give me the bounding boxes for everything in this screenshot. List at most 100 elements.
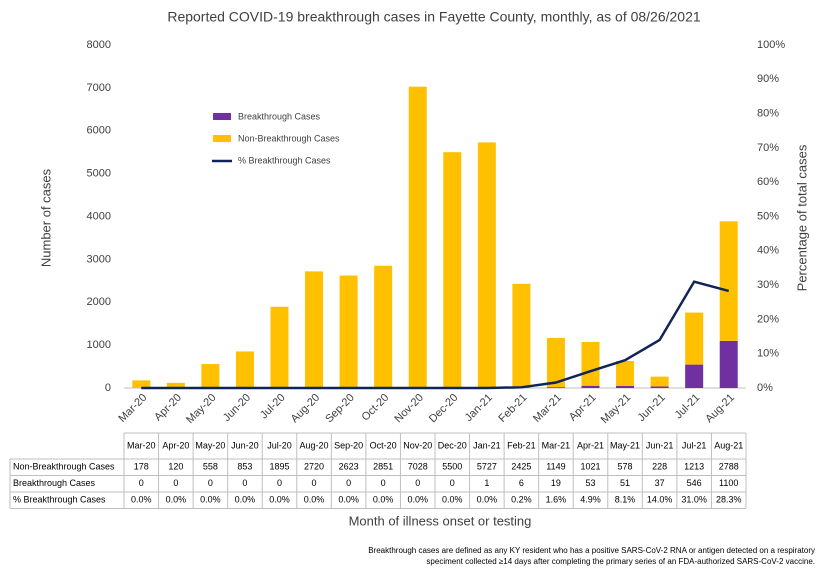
table-header: Apr-21 [577,440,604,450]
y2-tick-label: 90% [757,73,779,85]
bar [166,382,185,388]
table-cell: 0 [173,478,178,488]
table-row-label: Non-Breakthrough Cases [13,462,115,472]
table-cell: 0.0% [373,495,394,505]
table-cell: 5727 [477,462,497,472]
y2-tick-label: 60% [757,176,779,188]
bar [581,341,600,386]
table-cell: 0 [277,478,282,488]
table-cell: 558 [203,462,218,472]
table-row-label: % Breakthrough Cases [13,495,106,505]
bar [616,385,635,388]
bar [339,275,358,388]
table-cell: 2788 [719,462,739,472]
table-cell: 0 [208,478,213,488]
bar [132,380,151,388]
x-tick-label: May-20 [184,392,218,426]
x-tick-label: Jul-21 [673,392,703,422]
y2-tick-label: 0% [757,382,773,394]
y2-tick-label: 70% [757,142,779,154]
bar [443,152,462,388]
y-tick-label: 5000 [87,168,111,180]
table-header: Jul-20 [267,440,292,450]
y2-tick-label: 50% [757,210,779,222]
table-cell: 0.0% [477,495,498,505]
table-header: May-21 [610,440,640,450]
table-cell: 2851 [373,462,393,472]
x-tick-label: Apr-20 [152,392,184,424]
table-header: Aug-20 [300,440,329,450]
table-cell: 8.1% [615,495,636,505]
legend-label: Breakthrough Cases [238,111,321,121]
x-axis-label: Month of illness onset or testing [349,513,532,528]
table-header: Jun-20 [231,440,259,450]
bar [270,306,289,388]
y-axis-label: Number of cases [38,168,53,267]
bar [201,364,220,388]
table-header: Nov-20 [403,440,432,450]
table-header: May-20 [195,440,225,450]
table-cell: 4.9% [580,495,601,505]
bar [685,312,704,365]
legend-label: % Breakthrough Cases [238,155,331,165]
bar [546,387,565,388]
table-cell: 14.0% [647,495,673,505]
table-cell: 0.2% [511,495,532,505]
bar [581,385,600,388]
table-header: Jan-21 [473,440,501,450]
table-cell: 1100 [719,478,738,488]
table-header: Mar-20 [127,440,156,450]
table-cell: 546 [687,478,702,488]
bar [616,361,635,386]
y-tick-label: 1000 [87,339,111,351]
y2-tick-label: 10% [757,348,779,360]
y2-axis-label: Percentage of total cases [794,144,809,291]
table-cell: 2623 [339,462,359,472]
table-header: Apr-20 [162,440,189,450]
x-tick-label: Apr-21 [567,392,599,424]
table-cell: 6 [519,478,524,488]
table-header: Aug-21 [714,440,743,450]
bar [374,265,393,388]
table-cell: 1021 [580,462,600,472]
y-tick-label: 0 [105,382,111,394]
bar [512,283,531,388]
legend-label: Non-Breakthrough Cases [238,133,340,143]
table-cell: 0.0% [131,495,152,505]
table-cell: 0 [242,478,247,488]
table-cell: 28.3% [716,495,742,505]
table-header: Oct-20 [370,440,397,450]
y2-tick-label: 30% [757,279,779,291]
table-cell: 53 [585,478,595,488]
y-tick-label: 6000 [87,125,111,137]
bar [408,86,427,388]
table-cell: 51 [620,478,630,488]
x-tick-label: Jun-20 [221,392,253,424]
table-cell: 5500 [442,462,462,472]
x-tick-label: Sep-20 [323,392,357,426]
table-cell: 0 [346,478,351,488]
table-cell: 0.0% [200,495,221,505]
x-tick-label: May-21 [599,392,633,426]
table-header: Sep-20 [334,440,363,450]
x-tick-label: Mar-21 [531,392,564,425]
y2-tick-label: 80% [757,108,779,120]
x-tick-label: Mar-20 [116,392,149,425]
x-tick-label: Jul-20 [258,392,288,422]
table-cell: 228 [652,462,667,472]
table-header: Jul-21 [682,440,707,450]
x-tick-label: Aug-20 [289,392,323,426]
x-tick-label: Aug-21 [703,392,737,426]
table-cell: 31.0% [681,495,707,505]
table-cell: 0.0% [269,495,290,505]
table-cell: 120 [168,462,183,472]
table-cell: 7028 [408,462,428,472]
y-tick-label: 7000 [87,82,111,94]
table-cell: 0.0% [338,495,359,505]
table-cell: 0.0% [235,495,256,505]
table-row-label: Breakthrough Cases [13,478,96,488]
table-cell: 178 [134,462,149,472]
table-header: Mar-21 [542,440,571,450]
table-cell: 0.0% [442,495,463,505]
